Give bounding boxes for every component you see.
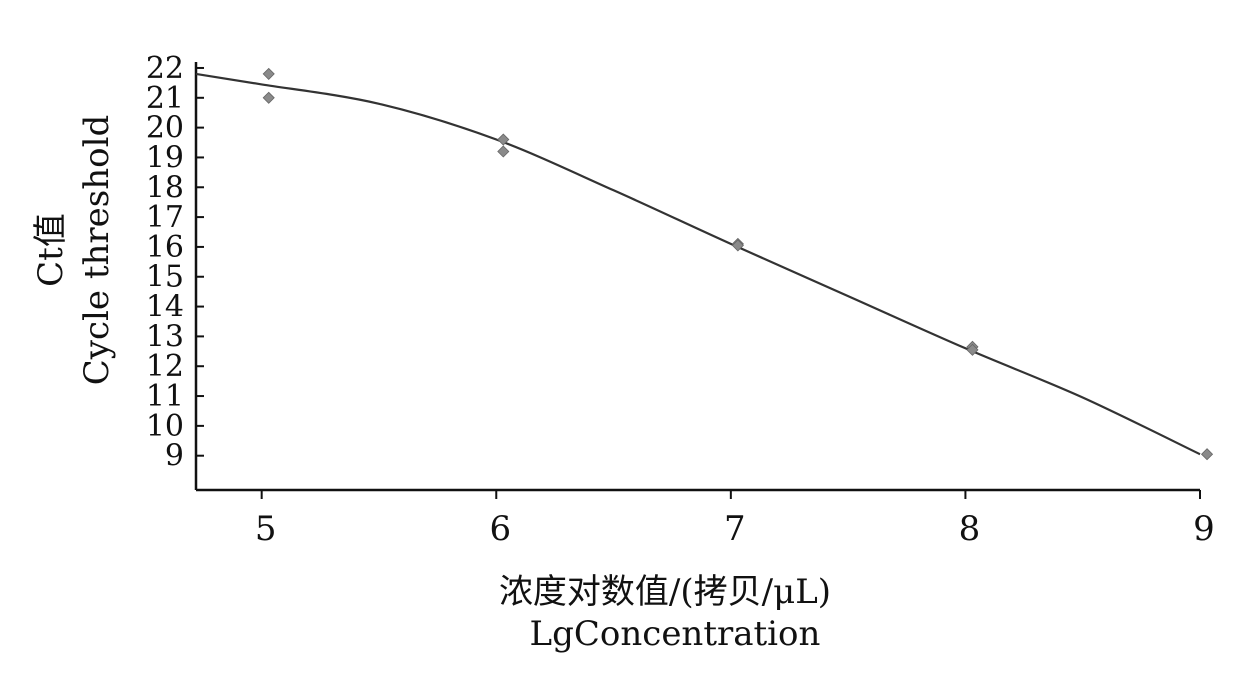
y-tick-label: 19 — [146, 140, 184, 175]
data-points — [262, 67, 1214, 461]
data-point — [966, 343, 979, 356]
axes — [194, 62, 1200, 492]
data-point — [497, 145, 510, 158]
y-tick-label: 10 — [146, 409, 184, 444]
y-tick-label: 12 — [146, 349, 184, 384]
data-point — [731, 239, 744, 252]
y-tick-label: 11 — [146, 379, 184, 414]
data-point — [262, 67, 275, 80]
y-tick-label: 16 — [146, 230, 184, 265]
y-axis-title: Ct值 Cycle threshold — [31, 115, 117, 385]
y-tick-label: 13 — [146, 319, 184, 354]
data-point — [497, 133, 510, 146]
x-tick-label: 9 — [1193, 509, 1215, 549]
x-axis-title-line-1: 浓度对数值/(拷贝/μL) — [499, 572, 831, 612]
x-tick-label: 8 — [959, 509, 981, 549]
x-axis-title-line-2: LgConcentration — [530, 614, 821, 654]
fit-curve — [195, 72, 1201, 456]
data-point — [262, 91, 275, 104]
y-tick-label: 22 — [146, 51, 184, 86]
y-tick-label: 20 — [146, 111, 184, 146]
x-ticks: 5 6 7 8 9 — [255, 490, 1215, 549]
x-axis-title: 浓度对数值/(拷贝/μL) LgConcentration — [499, 572, 831, 654]
y-tick-label: 21 — [146, 81, 184, 116]
y-tick-label: 15 — [146, 260, 184, 295]
x-tick-label: 5 — [255, 509, 277, 549]
y-tick-label: 17 — [146, 200, 184, 235]
y-axis-title-line-1: Ct值 — [31, 213, 71, 287]
data-point — [1200, 448, 1214, 461]
x-tick-label: 6 — [489, 509, 511, 549]
y-tick-label: 14 — [146, 290, 184, 325]
y-tick-label: 9 — [165, 439, 184, 474]
x-tick-label: 7 — [724, 509, 746, 549]
y-axis-title-line-2: Cycle threshold — [77, 115, 117, 385]
y-tick-label: 18 — [146, 170, 184, 205]
